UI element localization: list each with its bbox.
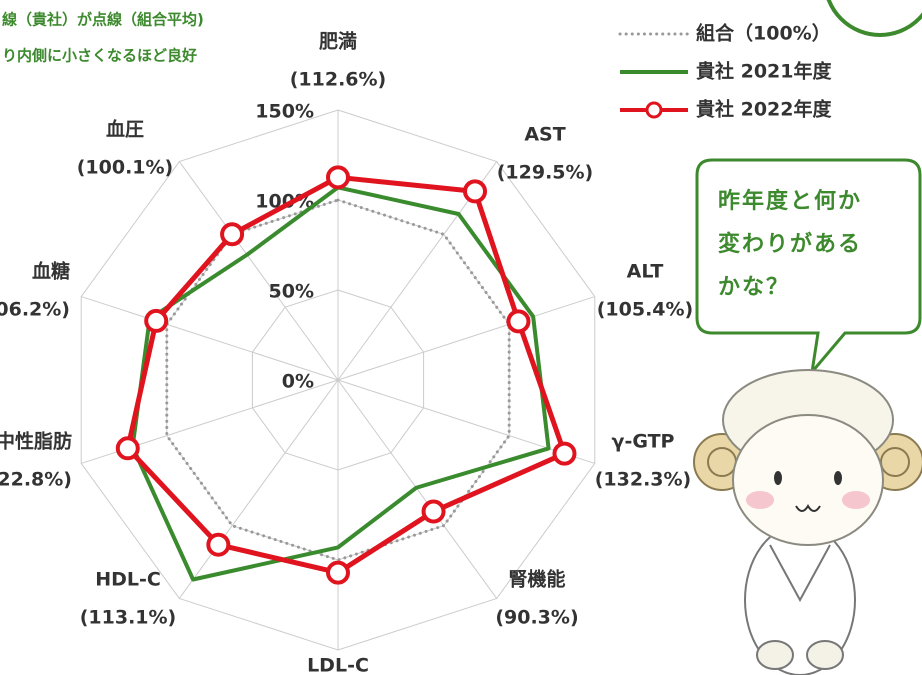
legend-label: 貴社 2021年度 — [696, 60, 832, 83]
category-label: γ-GTP — [612, 431, 675, 453]
series-marker — [554, 444, 574, 464]
series-marker — [465, 181, 485, 201]
legend-label: 組合（100%） — [696, 22, 831, 45]
series-marker — [118, 438, 138, 458]
value-label: (113.1%) — [80, 607, 177, 629]
value-label: (112.6%) — [290, 69, 387, 91]
r-tick-label: 0% — [282, 371, 314, 393]
category-label: 腎機能 — [508, 568, 565, 591]
series-marker — [508, 311, 528, 331]
category-label: 中性脂肪 — [0, 430, 72, 453]
series-marker — [328, 167, 348, 187]
category-label: 血糖 — [32, 260, 70, 283]
value-label: (100.1%) — [77, 157, 174, 179]
series-marker — [424, 501, 444, 521]
value-label: (129.5%) — [497, 162, 594, 184]
bubble-text: 変わりがある — [718, 231, 862, 257]
category-label: HDL-C — [95, 569, 161, 591]
category-label: 血圧 — [106, 118, 144, 141]
spoke — [338, 297, 595, 380]
series-marker — [146, 311, 166, 331]
bubble-text: 昨年度と何か — [718, 188, 862, 214]
value-label: (132.3%) — [595, 469, 692, 491]
spoke — [81, 297, 338, 380]
legend-marker — [647, 103, 661, 117]
bubble-text: かな？ — [718, 275, 790, 300]
note: り内側に小さくなるほど良好 — [2, 47, 197, 65]
value-label: (106.2%) — [0, 299, 70, 321]
badge — [825, 0, 922, 35]
series-marker — [222, 224, 242, 244]
category-label: ALT — [627, 261, 664, 283]
value-label: (122.8%) — [0, 469, 72, 491]
series-marker — [208, 535, 228, 555]
value-label: (105.4%) — [597, 299, 694, 321]
series-line — [128, 177, 565, 572]
category-label: 肥満 — [319, 31, 357, 53]
sheep-illustration — [694, 370, 922, 675]
chart: 線（貴社）が点線（組合平均) り内側に小さくなるほど良好 昨年度と何か 変わりが… — [0, 0, 922, 675]
page: 線（貴社）が点線（組合平均) り内側に小さくなるほど良好 昨年度と何か 変わりが… — [0, 0, 922, 675]
note: 線（貴社）が点線（組合平均) — [2, 11, 204, 29]
r-tick-label: 50% — [269, 281, 314, 303]
category-label: LDL-C — [307, 655, 369, 675]
value-label: (90.3%) — [495, 607, 578, 629]
series-marker — [328, 563, 348, 583]
legend-label: 貴社 2022年度 — [696, 98, 832, 121]
category-label: AST — [524, 124, 565, 146]
r-tick-label: 150% — [255, 101, 314, 123]
